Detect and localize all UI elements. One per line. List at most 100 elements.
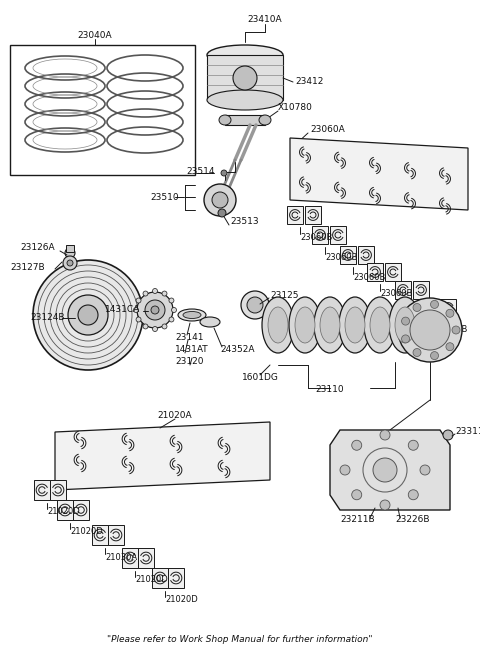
Ellipse shape <box>295 307 315 343</box>
Bar <box>225 115 265 125</box>
Circle shape <box>352 440 362 450</box>
Bar <box>340 246 356 264</box>
Text: 23514: 23514 <box>186 168 215 176</box>
Bar <box>330 313 355 337</box>
Bar <box>92 525 108 545</box>
Text: 23060A: 23060A <box>310 126 345 134</box>
Text: 23125: 23125 <box>270 291 299 299</box>
Bar <box>66 245 74 252</box>
Text: 21020D: 21020D <box>135 576 168 584</box>
Text: 23226B: 23226B <box>395 515 430 525</box>
Ellipse shape <box>339 297 371 353</box>
Ellipse shape <box>200 317 220 327</box>
Bar <box>358 246 374 264</box>
Text: 23060B: 23060B <box>300 233 332 242</box>
Bar <box>34 480 50 500</box>
Bar <box>152 569 168 588</box>
Circle shape <box>402 317 409 325</box>
Circle shape <box>431 352 439 360</box>
Bar <box>10 45 195 175</box>
Circle shape <box>162 291 167 296</box>
Circle shape <box>380 500 390 510</box>
Text: 23211B: 23211B <box>340 515 374 525</box>
Ellipse shape <box>207 45 283 65</box>
Circle shape <box>340 465 350 475</box>
Circle shape <box>380 430 390 440</box>
Text: 23060B: 23060B <box>325 252 358 261</box>
Ellipse shape <box>178 309 206 321</box>
Text: 21020A: 21020A <box>158 411 192 419</box>
Ellipse shape <box>289 297 321 353</box>
Circle shape <box>169 317 174 322</box>
Ellipse shape <box>370 307 390 343</box>
Bar <box>440 299 456 317</box>
Ellipse shape <box>389 297 421 353</box>
Text: 21020D: 21020D <box>165 595 198 605</box>
Text: 23060B: 23060B <box>353 272 385 282</box>
Text: 23040A: 23040A <box>78 31 112 39</box>
Circle shape <box>413 348 421 356</box>
Bar <box>385 263 401 281</box>
Circle shape <box>446 343 454 350</box>
Text: 1601DG: 1601DG <box>242 373 279 383</box>
Text: 21030A: 21030A <box>105 553 137 561</box>
Bar <box>121 548 138 568</box>
Circle shape <box>373 458 397 482</box>
Circle shape <box>398 298 462 362</box>
Ellipse shape <box>247 297 263 313</box>
Bar <box>355 313 380 337</box>
Circle shape <box>162 324 167 329</box>
Bar <box>413 281 429 299</box>
Circle shape <box>143 291 148 296</box>
Circle shape <box>78 305 98 325</box>
Text: 23060B: 23060B <box>380 290 412 299</box>
Text: 23141: 23141 <box>175 333 204 343</box>
Text: 23412: 23412 <box>295 77 324 86</box>
Polygon shape <box>330 430 450 510</box>
Circle shape <box>33 260 143 370</box>
Circle shape <box>410 310 450 350</box>
Text: 21020D: 21020D <box>70 527 103 536</box>
Circle shape <box>352 490 362 500</box>
Text: 1431AT: 1431AT <box>175 345 209 354</box>
Ellipse shape <box>320 307 340 343</box>
Text: X10780: X10780 <box>278 102 313 111</box>
Circle shape <box>68 295 108 335</box>
Text: 23124B: 23124B <box>30 314 64 322</box>
Text: 23513: 23513 <box>230 217 259 227</box>
Bar <box>367 263 383 281</box>
Text: 21020D: 21020D <box>47 508 80 517</box>
Circle shape <box>63 256 77 270</box>
Circle shape <box>136 298 141 303</box>
Circle shape <box>443 430 453 440</box>
Circle shape <box>446 309 454 317</box>
Text: 23060B: 23060B <box>435 326 468 335</box>
Text: 23311B: 23311B <box>455 428 480 436</box>
Bar <box>278 313 305 337</box>
Ellipse shape <box>183 312 201 318</box>
Circle shape <box>218 209 226 217</box>
Circle shape <box>133 307 139 312</box>
Ellipse shape <box>345 307 365 343</box>
Text: 24352A: 24352A <box>220 345 254 354</box>
Bar <box>108 525 124 545</box>
Ellipse shape <box>395 307 415 343</box>
Polygon shape <box>55 422 270 490</box>
Bar <box>422 299 438 317</box>
Ellipse shape <box>262 297 294 353</box>
Ellipse shape <box>268 307 288 343</box>
Bar <box>305 313 330 337</box>
Circle shape <box>169 298 174 303</box>
Bar <box>138 548 155 568</box>
Ellipse shape <box>204 184 236 216</box>
Circle shape <box>431 301 439 309</box>
Ellipse shape <box>241 291 269 319</box>
Circle shape <box>143 324 148 329</box>
Polygon shape <box>290 138 468 210</box>
Text: "Please refer to Work Shop Manual for further information": "Please refer to Work Shop Manual for fu… <box>107 635 373 645</box>
Text: 1431CA: 1431CA <box>105 305 140 314</box>
Circle shape <box>171 307 177 312</box>
Ellipse shape <box>212 192 228 208</box>
Ellipse shape <box>259 115 271 125</box>
Bar <box>330 226 346 244</box>
